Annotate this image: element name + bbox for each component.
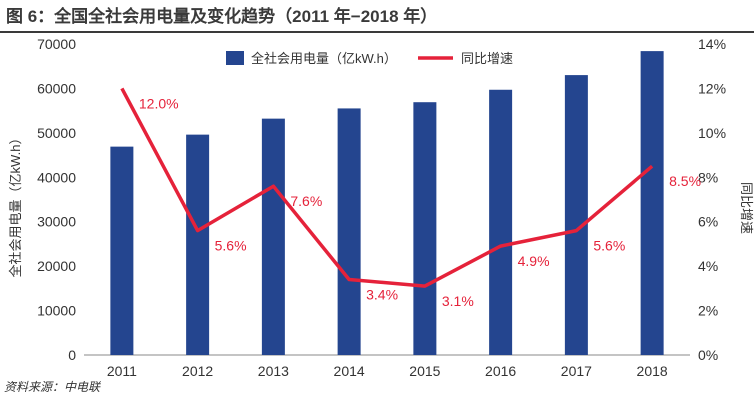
bar: [489, 89, 513, 356]
y-axis-label: 全社会用电量（亿kW.h）: [8, 132, 23, 278]
legend-bar-swatch: [226, 51, 244, 65]
line-series: [120, 87, 654, 288]
data-labels: 12.0% 5.6% 7.6% 3.4% 3.1% 4.9% 5.6% 8.5%: [139, 95, 701, 309]
growth-data-label: 3.1%: [442, 293, 474, 309]
y2-tick-label: 12%: [698, 80, 726, 96]
y-tick-label: 70000: [37, 36, 76, 52]
x-tick-label: 2016: [485, 363, 516, 379]
x-tick-label: 2013: [258, 363, 289, 379]
x-tick-label: 2015: [409, 363, 440, 379]
growth-line: [120, 87, 654, 288]
growth-data-label: 8.5%: [669, 173, 701, 189]
y2-tick-label: 6%: [698, 214, 718, 230]
legend: 全社会用电量（亿kW.h） 同比增速: [226, 51, 513, 66]
growth-data-label: 5.6%: [215, 238, 247, 254]
bar: [261, 118, 285, 355]
bar: [337, 108, 361, 356]
y2-tick-label: 8%: [698, 169, 718, 185]
chart-axes: 0 10000 20000 30000 40000 50000 60000 70000 0% 2%…: [8, 36, 754, 379]
growth-data-label: 7.6%: [290, 193, 322, 209]
x-tick-label: 2017: [561, 363, 592, 379]
y-tick-label: 10000: [37, 303, 76, 319]
x-tick-label: 2018: [637, 363, 668, 379]
bar: [110, 146, 134, 355]
y2-tick-label: 4%: [698, 258, 718, 274]
legend-line-label: 同比增速: [461, 51, 513, 66]
bar: [413, 102, 437, 355]
growth-data-label: 12.0%: [139, 95, 179, 111]
title-divider: [0, 31, 754, 33]
y-tick-label: 40000: [37, 169, 76, 185]
bar: [186, 134, 210, 355]
y-tick-label: 30000: [37, 214, 76, 230]
legend-bar-label: 全社会用电量（亿kW.h）: [251, 51, 397, 66]
x-tick-label: 2011: [107, 363, 137, 379]
y2-tick-label: 2%: [698, 303, 718, 319]
y-tick-label: 0: [68, 347, 76, 363]
y2-axis-label: 同比增速: [739, 182, 754, 234]
y-tick-label: 20000: [37, 258, 76, 274]
page-title: 图 6：全国全社会用电量及变化趋势（2011 年−2018 年）: [6, 7, 438, 26]
x-tick-label: 2014: [334, 363, 365, 379]
bar: [640, 51, 664, 355]
y-tick-label: 60000: [37, 80, 76, 96]
y-tick-label: 50000: [37, 125, 76, 141]
source-note: 资料来源：中电联: [4, 380, 101, 394]
x-tick-label: 2012: [182, 363, 213, 379]
bar: [564, 75, 588, 355]
growth-data-label: 4.9%: [518, 253, 550, 269]
y2-tick-label: 10%: [698, 125, 726, 141]
y2-tick-label: 14%: [698, 36, 726, 52]
bar-series: [110, 51, 664, 356]
y2-tick-label: 0%: [698, 347, 718, 363]
growth-data-label: 3.4%: [366, 286, 398, 302]
growth-data-label: 5.6%: [593, 238, 625, 254]
